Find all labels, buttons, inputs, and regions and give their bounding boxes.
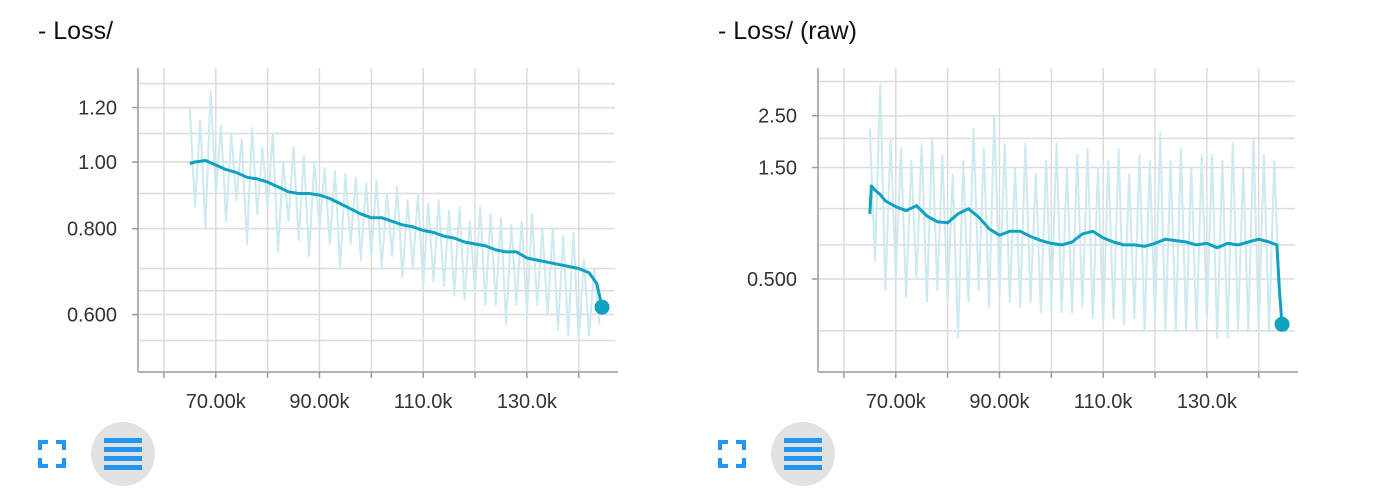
chart-card-loss: - Loss/ 70.00k 90.00k 110.0k 130.0k 0.600 0.8…: [0, 0, 680, 504]
series-line-smoothed: [189, 159, 604, 308]
y-tick-label: 1.20: [78, 98, 117, 120]
chart-title: - Loss/: [38, 17, 114, 45]
y-tick-label: 0.600: [67, 305, 117, 327]
chart-card-loss-raw: - Loss/ (raw) 70.00k 90.00k 110.0k 130.0k 0.…: [680, 0, 1360, 504]
x-ticks: 70.00k 90.00k 110.0k 130.0k: [163, 372, 580, 413]
y-tick-label: 1.50: [758, 158, 797, 180]
y-ticks: 0.600 0.800 1.00 1.20: [67, 98, 138, 327]
x-tick-label: 130.0k: [1177, 391, 1238, 413]
x-tick-label: 70.00k: [866, 391, 927, 413]
list-lines-icon: [784, 438, 822, 470]
toggle-data-button[interactable]: [91, 422, 155, 486]
y-ticks: 0.500 1.50 2.50: [747, 106, 818, 291]
endpoint-marker: [1274, 316, 1290, 332]
endpoint-marker: [594, 299, 610, 315]
chart-title: - Loss/ (raw): [718, 17, 857, 45]
series-line-raw: [868, 83, 1281, 339]
series-line-raw: [188, 89, 601, 342]
toggle-data-button[interactable]: [771, 422, 835, 486]
y-tick-label: 1.00: [78, 152, 117, 174]
x-tick-label: 90.00k: [969, 391, 1030, 413]
fullscreen-button[interactable]: [38, 440, 66, 468]
fullscreen-icon: [718, 440, 746, 468]
chart-plot[interactable]: 70.00k 90.00k 110.0k 130.0k 0.600 0.800 1.00 1.…: [0, 0, 680, 420]
list-lines-icon: [104, 438, 142, 470]
y-tick-label: 0.800: [67, 219, 117, 241]
y-tick-label: 0.500: [747, 269, 797, 291]
x-ticks: 70.00k 90.00k 110.0k 130.0k: [843, 372, 1260, 413]
fullscreen-icon: [38, 440, 66, 468]
x-tick-label: 110.0k: [394, 391, 454, 413]
x-tick-label: 130.0k: [497, 391, 558, 413]
x-tick-label: 90.00k: [289, 391, 350, 413]
y-tick-label: 2.50: [758, 106, 797, 128]
fullscreen-button[interactable]: [718, 440, 746, 468]
series-line-smoothed: [868, 184, 1284, 325]
chart-plot[interactable]: 70.00k 90.00k 110.0k 130.0k 0.500 1.50 2.50: [680, 0, 1360, 420]
x-tick-label: 70.00k: [186, 391, 247, 413]
x-tick-label: 110.0k: [1074, 391, 1134, 413]
